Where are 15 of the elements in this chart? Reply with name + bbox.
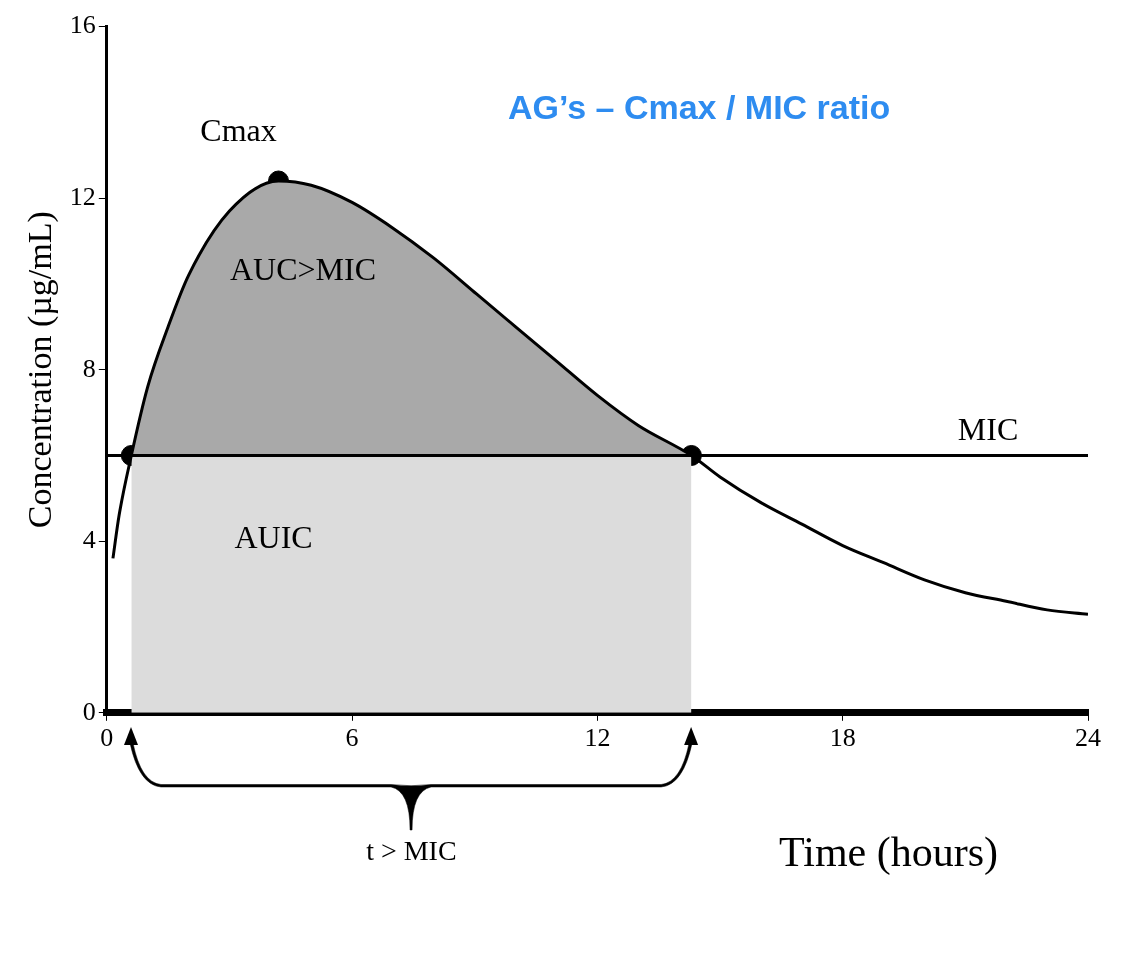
- y-tick-label: 12: [69, 181, 96, 211]
- x-tick-label: 24: [1075, 723, 1101, 753]
- annotation: Cmax: [200, 111, 277, 148]
- ref-line-label: MIC: [957, 410, 1019, 447]
- y-tick-label: 0: [82, 696, 96, 726]
- x-tick-label: 18: [829, 723, 856, 753]
- y-axis-title: Concentration (µg/mL): [21, 211, 60, 529]
- y-tick-label: 4: [82, 525, 96, 555]
- x-axis-title: Time (hours): [779, 828, 998, 876]
- annotation: AUC>MIC: [230, 251, 377, 288]
- text: t > MIC: [365, 834, 458, 867]
- text: AG’s – Cmax / MIC ratio: [508, 88, 891, 127]
- y-tick-label: 16: [69, 10, 96, 40]
- annotation: AUIC: [234, 519, 313, 556]
- y-tick-label: 8: [82, 353, 96, 383]
